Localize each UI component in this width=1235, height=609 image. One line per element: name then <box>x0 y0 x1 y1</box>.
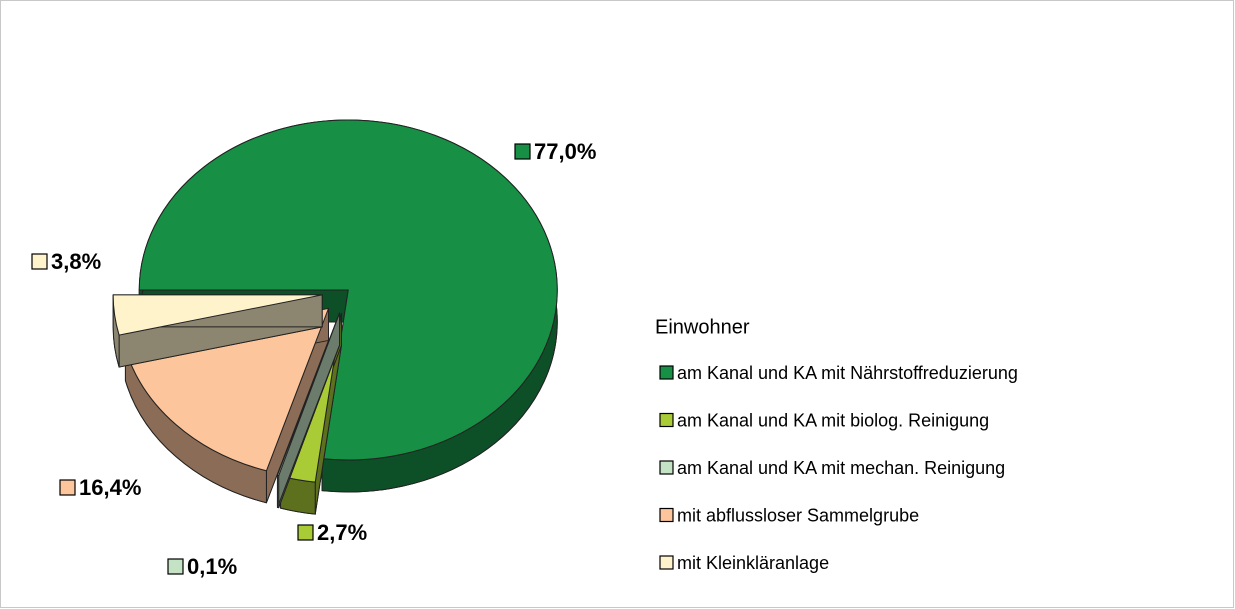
legend-swatch <box>659 555 674 570</box>
slice <box>276 312 341 509</box>
value-label: 16,4% <box>79 475 141 500</box>
value-label-key <box>514 143 531 160</box>
value-label-key <box>297 524 314 541</box>
legend-label: mit Kleinkläranlage <box>677 553 829 573</box>
legend-label: mit abflussloser Sammelgrube <box>677 505 919 525</box>
value-label: 77,0% <box>534 139 596 164</box>
value-label-key <box>31 253 48 270</box>
slice-top <box>276 312 341 477</box>
legend-swatch <box>659 460 674 475</box>
slice-top <box>138 119 558 461</box>
pie <box>112 119 558 515</box>
value-label: 2,7% <box>317 520 367 545</box>
value-label-key <box>167 558 184 575</box>
legend-label: am Kanal und KA mit mechan. Reinigung <box>677 458 1005 478</box>
legend-label: am Kanal und KA mit Nährstoffreduzierung <box>677 363 1018 383</box>
slice <box>112 294 323 368</box>
value-label: 3,8% <box>51 249 101 274</box>
slice <box>138 119 558 493</box>
slice-top <box>112 294 323 336</box>
legend-swatch <box>659 507 674 523</box>
legend-title: Einwohner <box>655 316 750 338</box>
legend-swatch <box>659 365 674 380</box>
legend-label: am Kanal und KA mit biolog. Reinigung <box>677 410 989 430</box>
value-label-key <box>59 479 76 496</box>
value-label: 0,1% <box>187 554 237 579</box>
slice-side <box>276 474 280 509</box>
legend-swatch <box>659 412 674 428</box>
